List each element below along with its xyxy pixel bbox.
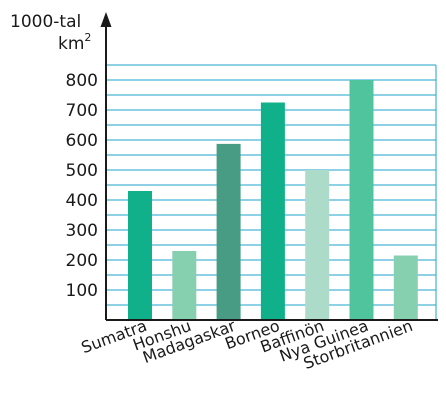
bar [305, 170, 330, 320]
y-tick-label: 200 [66, 251, 98, 271]
y-tick-label: 500 [66, 161, 98, 181]
y-axis-label-unit-exponent: 2 [84, 31, 91, 44]
bar [349, 80, 374, 320]
y-tick-label: 400 [66, 191, 98, 211]
bar [260, 102, 285, 320]
bar [172, 251, 197, 320]
y-axis-label-line1: 1000-tal [10, 12, 81, 32]
y-tick-label: 300 [66, 221, 98, 241]
y-tick-label: 800 [66, 71, 98, 91]
y-tick-label: 700 [66, 101, 98, 121]
bar [216, 143, 241, 320]
y-tick-label: 600 [66, 131, 98, 151]
y-axis-arrow-icon [100, 12, 112, 27]
bars [128, 80, 418, 320]
axes [100, 12, 438, 321]
y-axis-label-unit: km [58, 34, 84, 54]
x-tick-labels: SumatraHonshuMadagaskarBorneoBaffinönNya… [79, 316, 416, 373]
y-axis-label-line2: km2 [58, 31, 91, 54]
bar [128, 191, 152, 320]
y-tick-labels: 100 200 300 400 500 600 700 800 [66, 71, 98, 301]
bar [393, 255, 418, 320]
y-tick-label: 100 [66, 281, 98, 301]
